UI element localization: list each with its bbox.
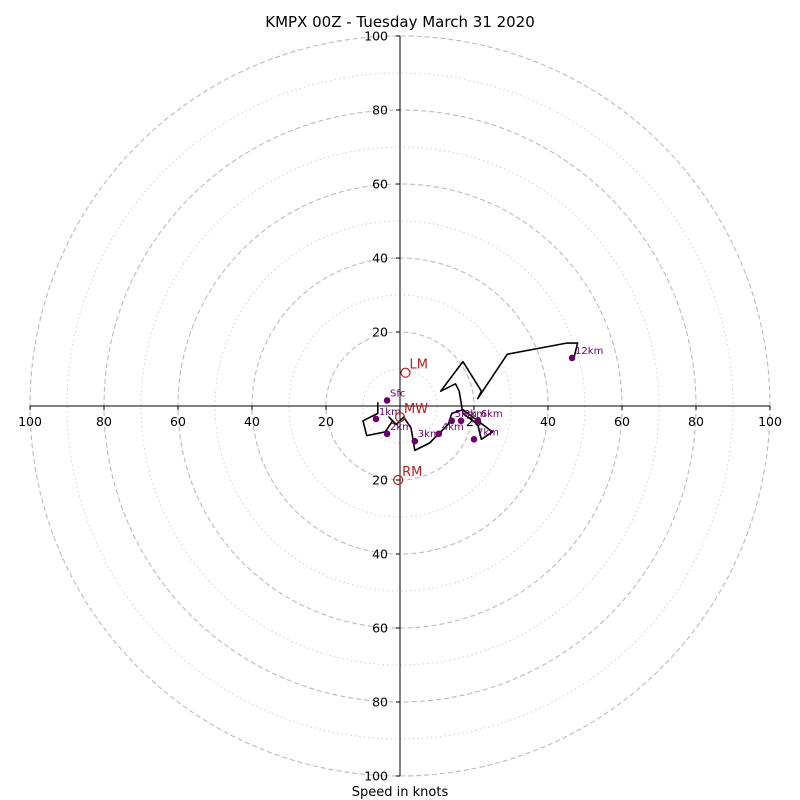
y-tick-label: 40	[372, 547, 388, 562]
y-tick-label: 100	[364, 769, 388, 784]
y-tick-label: 60	[372, 177, 388, 192]
y-tick-label: 40	[372, 251, 388, 266]
height-label: 12km	[575, 346, 603, 357]
storm-motion-label: RM	[402, 465, 422, 480]
x-tick-label: 100	[758, 414, 782, 429]
height-label: 1km	[379, 407, 401, 418]
height-marker-5km	[448, 417, 456, 425]
height-marker-3km	[411, 437, 419, 445]
height-marker-1km	[372, 415, 380, 423]
height-marker-9km	[457, 417, 465, 425]
y-tick-label: 80	[372, 103, 388, 118]
height-label: 2km	[390, 422, 412, 433]
height-marker-12km	[568, 354, 576, 362]
height-label: 3km	[418, 429, 440, 440]
y-tick-label: 20	[372, 473, 388, 488]
height-label: 9km	[464, 409, 486, 420]
height-label: Sfc	[390, 388, 405, 399]
x-tick-label: 60	[614, 414, 630, 429]
x-tick-label: 60	[170, 414, 186, 429]
height-marker-6km	[474, 417, 482, 425]
storm-motion-marker-rm	[393, 474, 404, 486]
x-tick-label: 80	[688, 414, 704, 429]
hodograph-trace	[362, 342, 579, 452]
height-label: 7km	[477, 427, 499, 438]
storm-motion-marker-mw	[394, 412, 406, 423]
y-tick-label: 60	[372, 621, 388, 636]
storm-motion-marker-lm	[400, 367, 411, 378]
y-tick-label: 80	[372, 695, 388, 710]
height-label: 5km	[455, 409, 477, 420]
x-tick-label: 40	[244, 414, 260, 429]
height-marker-2km	[383, 430, 391, 438]
height-marker-7km	[470, 436, 478, 443]
height-marker-4km	[435, 430, 443, 438]
y-tick-label: 20	[372, 325, 388, 340]
y-tick-label: 100	[364, 29, 388, 44]
x-tick-label: 20	[318, 414, 334, 429]
storm-motion-markers: LM MW RM	[393, 358, 428, 486]
height-label: 6km	[481, 409, 503, 420]
x-tick-label: 100	[18, 414, 42, 429]
chart-title: KMPX 00Z - Tuesday March 31 2020	[265, 13, 535, 31]
storm-motion-label: LM	[410, 358, 428, 373]
height-label: 4km	[442, 422, 464, 433]
x-axis-label: Speed in knots	[352, 785, 449, 800]
x-tick-label: 40	[540, 414, 556, 429]
hodograph-line	[362, 342, 579, 452]
x-tick-label: 80	[96, 414, 112, 429]
axes	[29, 35, 771, 777]
storm-motion-label: MW	[404, 402, 428, 417]
height-marker-sfc	[383, 397, 391, 404]
